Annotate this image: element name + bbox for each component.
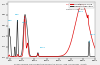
Text: 800: 800	[14, 14, 19, 21]
Text: Crystalline silica: Crystalline silica	[66, 3, 85, 5]
Text: 460: 460	[8, 20, 13, 27]
Legend: Crystalline silica, Diffuse reflection: Crystalline silica, Diffuse reflection	[69, 3, 94, 8]
Text: Diffuse reflection: Diffuse reflection	[66, 8, 85, 10]
Text: The absorbance scale is identical for spectra of SiO₂ (exp. amorphous / cryst.): The absorbance scale is identical for sp…	[13, 63, 87, 65]
Text: 3740: 3740	[89, 34, 96, 43]
Text: 3400: 3400	[78, 5, 84, 12]
Text: 1100: 1100	[21, 18, 27, 23]
Text: 1640: 1640	[38, 47, 46, 54]
